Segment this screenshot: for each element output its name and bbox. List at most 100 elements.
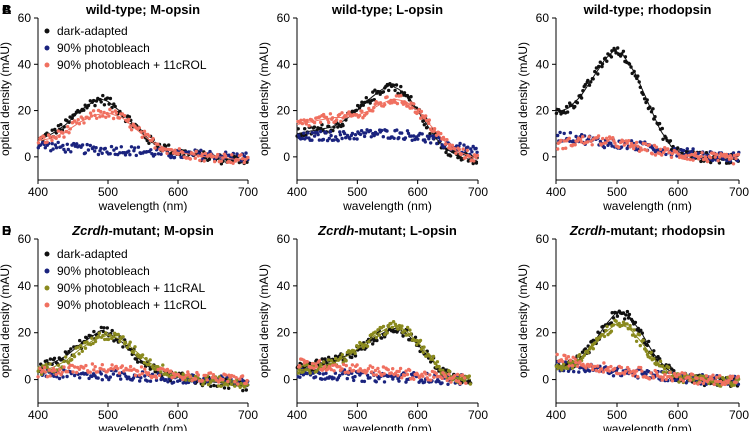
data-point xyxy=(340,111,344,115)
data-point xyxy=(320,377,324,381)
data-point xyxy=(695,154,699,158)
data-point xyxy=(234,376,238,380)
data-point xyxy=(633,371,637,376)
data-point xyxy=(193,380,197,385)
data-point xyxy=(435,360,440,364)
data-point xyxy=(561,146,565,151)
data-point xyxy=(108,375,113,379)
data-point xyxy=(76,345,80,349)
fit-line xyxy=(37,334,249,385)
data-point xyxy=(657,121,662,126)
data-point xyxy=(617,145,621,150)
data-point xyxy=(112,148,116,152)
data-point xyxy=(318,129,323,134)
data-point xyxy=(375,132,380,136)
data-point xyxy=(695,376,699,380)
data-point xyxy=(408,368,412,372)
data-point xyxy=(446,382,450,386)
x-axis-label: wavelength (nm) xyxy=(342,422,432,431)
data-point xyxy=(164,144,168,148)
data-point xyxy=(394,83,399,87)
data-point xyxy=(596,134,601,138)
x-tick-label: 400 xyxy=(287,185,307,199)
fit-line xyxy=(296,84,479,162)
data-point xyxy=(108,96,113,101)
data-point xyxy=(583,83,587,87)
data-point xyxy=(105,326,110,330)
data-point xyxy=(236,382,240,386)
data-point xyxy=(716,158,720,163)
data-point xyxy=(629,139,634,143)
data-point xyxy=(719,379,723,384)
data-point xyxy=(668,139,673,143)
data-point xyxy=(578,353,582,357)
x-tick-label: 700 xyxy=(238,185,258,199)
data-point xyxy=(622,372,627,376)
data-point xyxy=(467,374,471,378)
data-point xyxy=(703,155,708,159)
data-point xyxy=(327,136,331,141)
data-point xyxy=(615,371,620,376)
data-point xyxy=(227,386,231,390)
data-point xyxy=(320,357,324,361)
panel-title-text: -mutant; L-opsin xyxy=(354,223,457,238)
data-point xyxy=(360,379,364,383)
data-point xyxy=(563,353,567,358)
data-point xyxy=(42,135,46,139)
data-point xyxy=(416,137,420,141)
data-point xyxy=(122,369,126,373)
data-point xyxy=(462,143,466,147)
data-point xyxy=(655,370,659,375)
panel-title: Zcrdh-mutant; L-opsin xyxy=(317,223,457,238)
data-point xyxy=(140,372,144,376)
data-point xyxy=(53,143,58,147)
data-point xyxy=(424,372,428,376)
data-point xyxy=(105,96,110,100)
data-point xyxy=(405,372,410,377)
data-point xyxy=(304,135,308,140)
data-point xyxy=(455,372,460,377)
data-point xyxy=(226,383,230,387)
data-point xyxy=(125,345,130,350)
data-point xyxy=(88,143,93,148)
data-point xyxy=(374,373,379,377)
data-point xyxy=(371,365,375,370)
data-point xyxy=(611,374,616,378)
data-point xyxy=(570,364,575,368)
data-point xyxy=(302,131,306,135)
data-point xyxy=(594,368,598,373)
data-point xyxy=(685,157,690,161)
data-point xyxy=(698,380,702,385)
data-point xyxy=(211,373,216,377)
data-point xyxy=(342,131,347,136)
data-point xyxy=(242,160,246,165)
data-point xyxy=(90,336,94,340)
data-point xyxy=(75,370,79,375)
data-point xyxy=(368,376,372,380)
data-point xyxy=(684,153,688,158)
data-point xyxy=(136,360,140,364)
data-point xyxy=(244,151,248,155)
data-point xyxy=(647,143,652,147)
x-tick-label: 400 xyxy=(546,185,566,199)
data-point xyxy=(48,357,53,361)
legend-label: 90% photobleach + 11cRAL xyxy=(57,281,206,295)
data-point xyxy=(196,373,200,377)
data-point xyxy=(223,373,228,377)
data-point xyxy=(428,134,432,138)
data-point xyxy=(245,160,249,164)
data-point xyxy=(564,104,569,109)
data-point xyxy=(376,328,380,332)
data-point xyxy=(409,134,413,138)
data-point xyxy=(627,312,632,317)
data-point xyxy=(379,128,384,133)
data-point xyxy=(56,129,60,133)
y-tick-label: 60 xyxy=(18,11,32,25)
data-point xyxy=(606,138,610,143)
data-point xyxy=(237,377,242,381)
data-point xyxy=(605,59,609,63)
data-point xyxy=(358,367,362,371)
data-point xyxy=(381,135,385,139)
data-point xyxy=(213,159,217,164)
